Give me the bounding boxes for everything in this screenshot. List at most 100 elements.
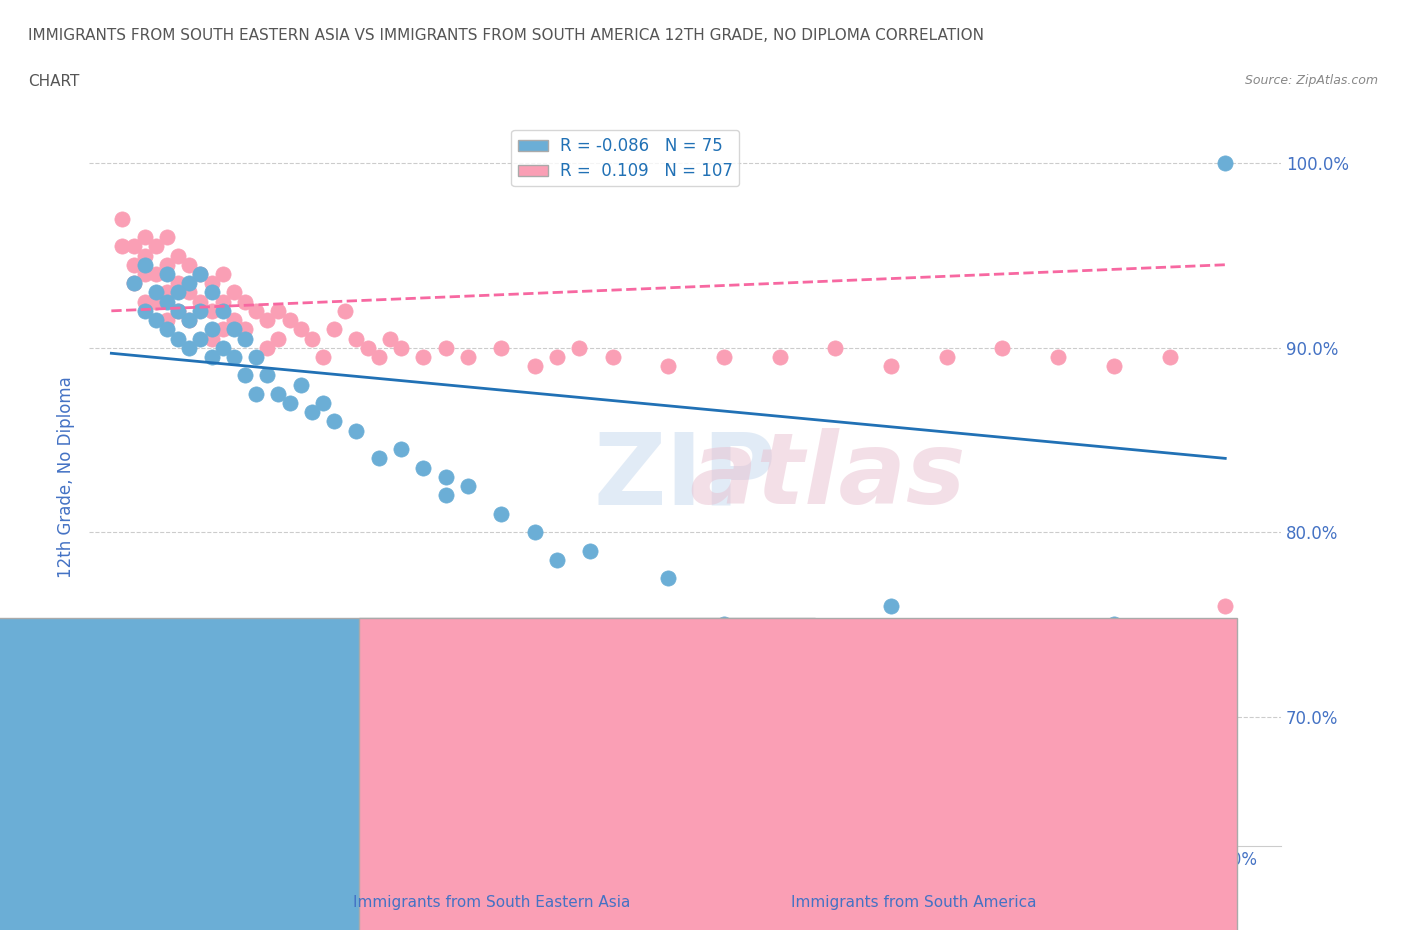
Point [1159, 654, 1181, 669]
Point [222, 312, 245, 327]
Point [523, 359, 546, 374]
Point [200, 331, 222, 346]
Text: Source: ZipAtlas.com: Source: ZipAtlas.com [1244, 74, 1378, 87]
Point [211, 322, 233, 337]
Point [167, 285, 190, 299]
Point [256, 340, 278, 355]
Point [546, 552, 568, 567]
Point [179, 285, 201, 299]
Point [1102, 359, 1125, 374]
Point [233, 368, 256, 383]
Point [156, 267, 179, 282]
Point [200, 322, 222, 337]
Point [190, 267, 212, 282]
Point [1213, 156, 1236, 171]
Point [389, 442, 412, 457]
Point [167, 331, 190, 346]
Point [256, 368, 278, 383]
Point [278, 395, 301, 410]
Point [211, 340, 233, 355]
Point [824, 802, 846, 817]
Point [290, 322, 312, 337]
Point [122, 239, 145, 254]
Point [489, 340, 512, 355]
Point [1047, 819, 1070, 834]
Point [245, 386, 267, 401]
Point [145, 312, 167, 327]
Point [769, 350, 792, 365]
Point [935, 350, 957, 365]
Point [233, 331, 256, 346]
Point [134, 258, 156, 272]
Point [200, 303, 222, 318]
Point [657, 359, 679, 374]
Point [523, 525, 546, 539]
Point [412, 460, 434, 475]
Point [323, 322, 346, 337]
Point [323, 414, 346, 429]
Point [457, 479, 479, 494]
Text: Immigrants from South America: Immigrants from South America [792, 895, 1036, 910]
Point [457, 350, 479, 365]
Point [880, 359, 903, 374]
Point [179, 340, 201, 355]
Text: atlas: atlas [690, 429, 966, 525]
Y-axis label: 12th Grade, No Diploma: 12th Grade, No Diploma [58, 376, 75, 578]
Point [335, 303, 357, 318]
Point [134, 230, 156, 245]
Point [190, 331, 212, 346]
Point [167, 303, 190, 318]
Point [156, 285, 179, 299]
Point [1159, 350, 1181, 365]
Point [179, 312, 201, 327]
Point [267, 331, 290, 346]
Point [134, 294, 156, 309]
Point [179, 276, 201, 291]
Point [434, 340, 457, 355]
Point [156, 294, 179, 309]
Point [367, 350, 389, 365]
Point [167, 248, 190, 263]
Point [434, 488, 457, 503]
Point [880, 599, 903, 614]
Text: CHART: CHART [28, 74, 80, 89]
Point [179, 312, 201, 327]
Point [301, 405, 323, 419]
Point [233, 322, 256, 337]
Point [122, 276, 145, 291]
Point [200, 285, 222, 299]
Point [134, 267, 156, 282]
Point [156, 322, 179, 337]
Point [145, 267, 167, 282]
Point [211, 294, 233, 309]
Text: ZIP: ZIP [593, 429, 776, 525]
Point [211, 303, 233, 318]
Legend: R = -0.086   N = 75, R =  0.109   N = 107: R = -0.086 N = 75, R = 0.109 N = 107 [512, 130, 740, 186]
Point [190, 267, 212, 282]
Point [657, 571, 679, 586]
Point [344, 423, 367, 438]
Point [991, 644, 1014, 659]
Point [546, 350, 568, 365]
Point [167, 303, 190, 318]
Point [713, 350, 735, 365]
Point [301, 331, 323, 346]
Point [1102, 617, 1125, 631]
Point [312, 395, 335, 410]
Point [290, 378, 312, 392]
Point [312, 350, 335, 365]
Point [134, 248, 156, 263]
Point [367, 451, 389, 466]
Point [200, 276, 222, 291]
Point [356, 340, 378, 355]
Point [434, 470, 457, 485]
Point [200, 350, 222, 365]
Point [1047, 350, 1070, 365]
Point [713, 617, 735, 631]
Point [278, 312, 301, 327]
Point [190, 294, 212, 309]
Point [122, 276, 145, 291]
Point [190, 303, 212, 318]
Point [378, 331, 401, 346]
Point [145, 285, 167, 299]
